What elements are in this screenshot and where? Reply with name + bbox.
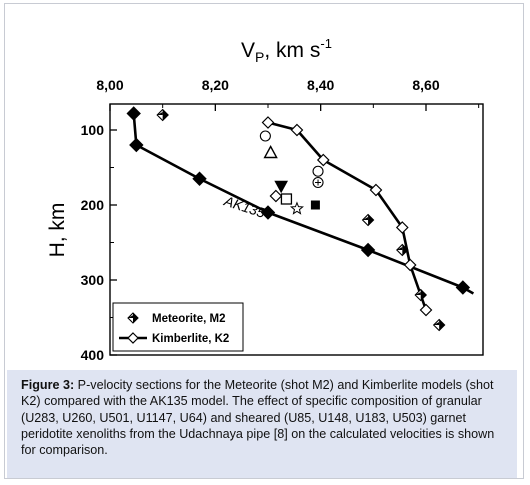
- diamond-fill-right: [133, 313, 138, 323]
- x-title-main: V: [241, 39, 255, 62]
- x-ticks: 8,00 8,20 8,40 8,60: [96, 77, 480, 111]
- xenolith-markers: [259, 130, 324, 215]
- y-ticks: 100 200 300 400: [81, 122, 117, 363]
- data-point: [129, 137, 144, 153]
- x-title-sub: P: [255, 49, 264, 65]
- y-tick-label: 200: [81, 197, 105, 213]
- series-line: [267, 121, 428, 311]
- data-point: [126, 106, 141, 121]
- y-tick-label: 300: [81, 272, 105, 288]
- data-point: [369, 183, 383, 197]
- data-point: [260, 205, 276, 220]
- x-tick-label: 8,00: [96, 77, 123, 93]
- diamond-fill-right: [439, 319, 445, 331]
- diamond-fill-left: [362, 216, 369, 220]
- diamond-fill-right: [162, 109, 169, 121]
- legend-marker: [127, 312, 139, 324]
- xenolith-point: [312, 165, 324, 177]
- caption-text: P-velocity sections for the Meteorite (s…: [21, 378, 495, 458]
- y-axis-title: H, km: [46, 203, 69, 258]
- data-point: [316, 153, 330, 167]
- legend-marker: [127, 332, 139, 344]
- velocity-chart: VP, km s-1 H, km 8,00 8,20 8,40 8,60 100 200…: [46, 36, 484, 363]
- data-point: [403, 258, 417, 272]
- series-lines: [132, 113, 475, 311]
- annotation-ak135: AK135: [221, 192, 267, 221]
- data-point: [419, 303, 433, 317]
- legend-label: Meteorite, M2: [152, 313, 226, 325]
- data-point: [395, 221, 409, 234]
- data-point: [360, 242, 376, 258]
- data-point: [361, 213, 375, 227]
- x-title-rest: , km s: [264, 39, 320, 62]
- diamond-fill-right: [420, 289, 427, 301]
- diamond-fill-left: [433, 321, 440, 325]
- series-markers: [126, 106, 471, 332]
- data-point: [414, 288, 428, 302]
- xenolith-point: [269, 189, 283, 203]
- x-tick-label: 8,60: [412, 77, 439, 93]
- x-tick-label: 8,20: [202, 77, 229, 93]
- diamond-fill-left: [396, 246, 403, 250]
- data-point: [261, 116, 275, 129]
- xenolith-point: [280, 193, 293, 205]
- data-point: [432, 318, 446, 332]
- diamond-fill-left: [415, 291, 421, 295]
- xenolith-point: [289, 201, 304, 215]
- y-tick-label: 400: [81, 347, 105, 363]
- x-tick-label: 8,40: [307, 77, 334, 93]
- legend: Meteorite, M2 Kimberlite, K2: [112, 302, 244, 352]
- annotations: AK135: [221, 192, 267, 221]
- legend-box: [112, 302, 244, 352]
- figure-label: Figure 3:: [21, 378, 75, 392]
- diamond-fill-right: [368, 214, 374, 226]
- xenolith-point: [312, 176, 324, 189]
- diamond-fill-left: [128, 315, 133, 318]
- xenolith-point: [263, 145, 278, 159]
- legend-label: Kimberlite, K2: [152, 333, 229, 345]
- y-tick-label: 100: [81, 122, 105, 138]
- diamond-fill-left: [157, 111, 163, 115]
- figure-caption: Figure 3: P-velocity sections for the Me…: [7, 370, 517, 478]
- data-point: [455, 280, 471, 295]
- legend-item: Meteorite, M2: [127, 312, 226, 325]
- data-point: [290, 123, 304, 137]
- plot-area: [109, 103, 484, 356]
- x-title-sup: -1: [320, 36, 332, 51]
- data-point: [192, 171, 207, 186]
- diamond-fill-right: [402, 244, 408, 256]
- xenolith-point: [259, 130, 271, 142]
- xenolith-point: [310, 200, 320, 210]
- series-line: [132, 113, 475, 295]
- legend-item: Kimberlite, K2: [119, 332, 229, 345]
- x-axis-title: VP, km s-1: [241, 36, 332, 65]
- data-point: [156, 108, 169, 122]
- data-point: [396, 243, 409, 257]
- xenolith-point: [274, 180, 289, 194]
